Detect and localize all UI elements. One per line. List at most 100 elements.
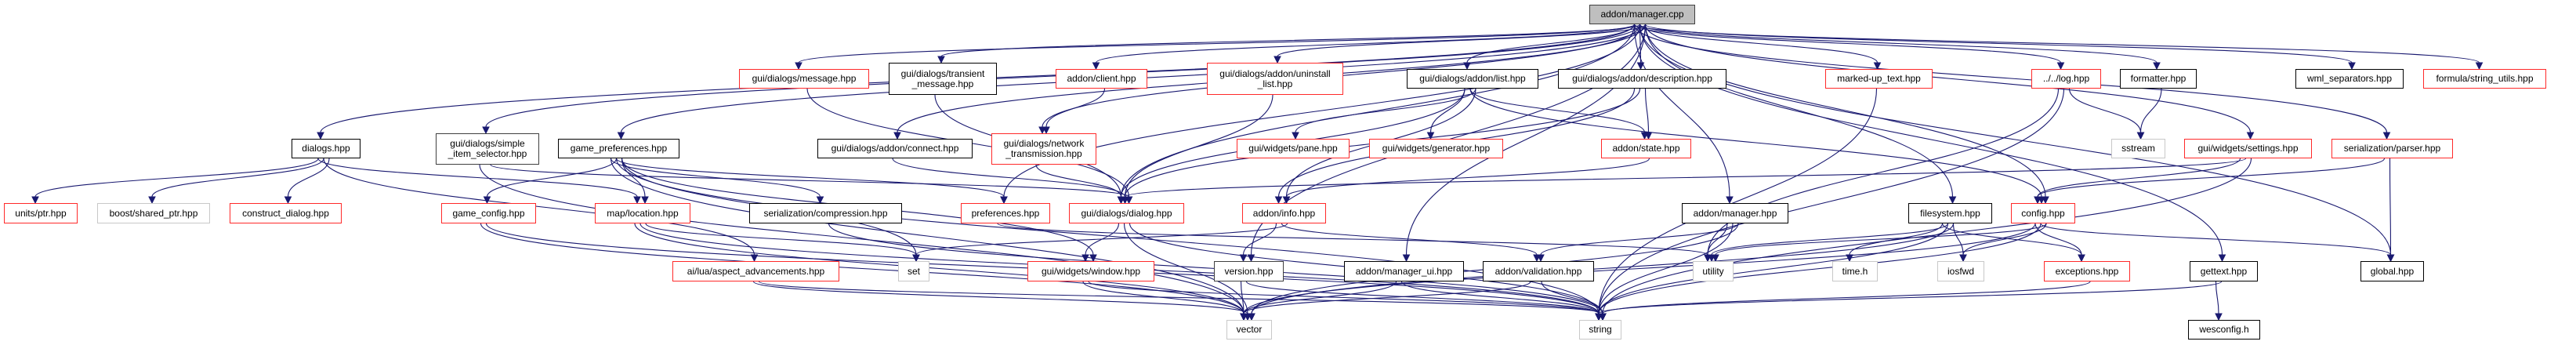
edge-manager_cpp-to-markedup xyxy=(1639,24,1879,64)
graph-node-manager-cpp[interactable]: addon/manager.cpp xyxy=(1589,5,1695,24)
arrowhead-config xyxy=(2034,196,2042,205)
graph-node-global[interactable]: global.hpp xyxy=(2360,261,2424,281)
edge-settings-to-config xyxy=(2037,158,2241,198)
graph-node-vector[interactable]: vector xyxy=(1226,320,1272,340)
graph-node-utility[interactable]: utility xyxy=(1693,261,1734,281)
edge-dialog-to-window xyxy=(1085,223,1120,256)
graph-node-markedup[interactable]: marked-up_text.hpp xyxy=(1825,69,1933,89)
edge-log-to-sstream xyxy=(2068,88,2142,133)
graph-node-uninstall[interactable]: gui/dialogs/addon/uninstall _list.hpp xyxy=(1207,63,1343,95)
graph-node-window[interactable]: gui/widgets/window.hpp xyxy=(1027,261,1154,281)
edge-manager_cpp-to-manager_hpp xyxy=(1633,24,1730,198)
arrowhead-network xyxy=(1042,126,1050,135)
graph-node-info[interactable]: addon/info.hpp xyxy=(1242,203,1326,223)
edge-version-to-string xyxy=(1245,281,1600,314)
edge-parser-to-global xyxy=(2389,158,2392,256)
edge-info-to-validation xyxy=(1281,223,1538,256)
edge-manager_cpp-to-log xyxy=(1633,24,2062,64)
arrowhead-log xyxy=(2056,62,2065,71)
graph-node-gameconfig[interactable]: game_config.hpp xyxy=(441,203,536,223)
graph-node-simple[interactable]: gui/dialogs/simple _item_selector.hpp xyxy=(436,133,539,165)
graph-node-transient[interactable]: gui/dialogs/transient _message.hpp xyxy=(889,63,997,95)
arrowhead-uninstall xyxy=(1274,56,1281,64)
graph-node-generator[interactable]: gui/widgets/generator.hpp xyxy=(1369,139,1503,158)
graph-node-wesconfig[interactable]: wesconfig.h xyxy=(2188,320,2260,340)
graph-node-dialogs[interactable]: dialogs.hpp xyxy=(292,139,360,158)
graph-node-aspect[interactable]: ai/lua/aspect_advancements.hpp xyxy=(672,261,839,281)
graph-node-compression[interactable]: serialization/compression.hpp xyxy=(749,203,902,223)
edge-exceptions-to-string xyxy=(1602,281,2091,314)
arrowhead-string xyxy=(1595,313,1603,321)
edge-list-to-pane xyxy=(1295,88,1476,133)
edge-dialogs-to-location xyxy=(317,158,638,198)
arrowhead-construct xyxy=(284,196,292,205)
arrowhead-exceptions xyxy=(2078,254,2085,263)
edge-manager_cpp-to-msg xyxy=(798,24,1636,64)
graph-node-location[interactable]: map/location.hpp xyxy=(595,203,690,223)
graph-node-gettext[interactable]: gettext.hpp xyxy=(2190,261,2258,281)
edge-validation-to-vector xyxy=(1243,281,1531,314)
graph-node-sharedptr[interactable]: boost/shared_ptr.hpp xyxy=(97,203,210,223)
edge-gameprefs-to-gameconfig xyxy=(486,158,618,198)
arrowhead-location xyxy=(641,196,649,205)
graph-node-list[interactable]: gui/dialogs/addon/list.hpp xyxy=(1407,69,1538,89)
graph-node-log[interactable]: ../../log.hpp xyxy=(2031,69,2101,89)
arrowhead-version xyxy=(1247,254,1255,263)
graph-node-description[interactable]: gui/dialogs/addon/description.hpp xyxy=(1558,69,1726,89)
arrowhead-iosfwd xyxy=(1959,254,1967,263)
graph-node-connect[interactable]: gui/dialogs/addon/connect.hpp xyxy=(817,139,973,158)
graph-node-set[interactable]: set xyxy=(898,261,929,281)
edge-info-to-version xyxy=(1242,223,1277,256)
arrowhead-aspect xyxy=(750,254,759,263)
graph-node-network[interactable]: gui/dialogs/network _transmission.hpp xyxy=(991,133,1096,165)
edge-config-to-vector xyxy=(1243,223,2036,314)
edge-manager_cpp-to-global xyxy=(1639,24,2392,256)
graph-node-version[interactable]: version.hpp xyxy=(1214,261,1284,281)
arrowhead-window xyxy=(1081,254,1089,263)
edge-simple-to-dialog xyxy=(490,164,1130,198)
arrowhead-formatter xyxy=(2153,62,2161,71)
edge-filesystem-to-string xyxy=(1598,223,1949,314)
edge-manager_hpp-to-utility xyxy=(1707,223,1728,256)
edge-manager_cpp-to-list xyxy=(1466,24,1636,64)
graph-node-unitsptr[interactable]: units/ptr.hpp xyxy=(4,203,78,223)
graph-node-settings[interactable]: gui/widgets/settings.hpp xyxy=(2184,139,2312,158)
graph-node-exceptions[interactable]: exceptions.hpp xyxy=(2044,261,2130,281)
edge-settings-to-dialog xyxy=(1124,158,2247,198)
edge-uninstall-to-dialog xyxy=(1124,94,1274,198)
graph-node-construct[interactable]: construct_dialog.hpp xyxy=(230,203,342,223)
arrowhead-pane xyxy=(1292,132,1299,140)
graph-node-gameprefs[interactable]: game_preferences.hpp xyxy=(558,139,679,158)
arrowhead-validation xyxy=(1537,254,1545,263)
graph-node-string[interactable]: string xyxy=(1579,320,1621,340)
arrowhead-settings xyxy=(2246,132,2255,140)
graph-node-formatter[interactable]: formatter.hpp xyxy=(2120,69,2197,89)
edge-manager_cpp-to-settings xyxy=(1644,24,2252,133)
edge-state-to-info xyxy=(1285,158,1650,198)
graph-node-sstream[interactable]: sstream xyxy=(2111,139,2165,158)
graph-node-filesystem[interactable]: filesystem.hpp xyxy=(1908,203,1992,223)
edge-gettext-to-string xyxy=(1598,281,2223,314)
graph-node-wmlsep[interactable]: wml_separators.hpp xyxy=(2295,69,2404,89)
graph-node-validation[interactable]: addon/validation.hpp xyxy=(1483,261,1594,281)
edge-description-to-state xyxy=(1644,88,1650,133)
edge-log-to-utility xyxy=(1707,88,2060,256)
graph-node-msg[interactable]: gui/dialogs/message.hpp xyxy=(739,69,869,89)
graph-node-parser[interactable]: serialization/parser.hpp xyxy=(2331,139,2453,158)
graph-node-dialog[interactable]: gui/dialogs/dialog.hpp xyxy=(1069,203,1184,223)
edge-settings-to-string xyxy=(1602,158,2252,314)
graph-node-manager-hpp[interactable]: addon/manager.hpp xyxy=(1682,203,1788,223)
graph-node-iosfwd[interactable]: iosfwd xyxy=(1937,261,1984,281)
edge-filesystem-to-exceptions xyxy=(1941,223,2082,256)
edge-manager_cpp-to-parser xyxy=(1633,24,2388,133)
graph-node-client[interactable]: addon/client.hpp xyxy=(1056,69,1147,89)
edge-dialogs-to-unitsptr xyxy=(34,158,319,198)
arrowhead-preferences xyxy=(1000,196,1008,205)
graph-node-state[interactable]: addon/state.hpp xyxy=(1601,139,1691,158)
graph-node-config[interactable]: config.hpp xyxy=(2011,203,2075,223)
graph-node-preferences[interactable]: preferences.hpp xyxy=(961,203,1050,223)
graph-node-strutils[interactable]: formula/string_utils.hpp xyxy=(2423,69,2546,89)
graph-node-timeh[interactable]: time.h xyxy=(1832,261,1878,281)
graph-node-pane[interactable]: gui/widgets/pane.hpp xyxy=(1237,139,1350,158)
graph-node-manager-ui[interactable]: addon/manager_ui.hpp xyxy=(1344,261,1464,281)
